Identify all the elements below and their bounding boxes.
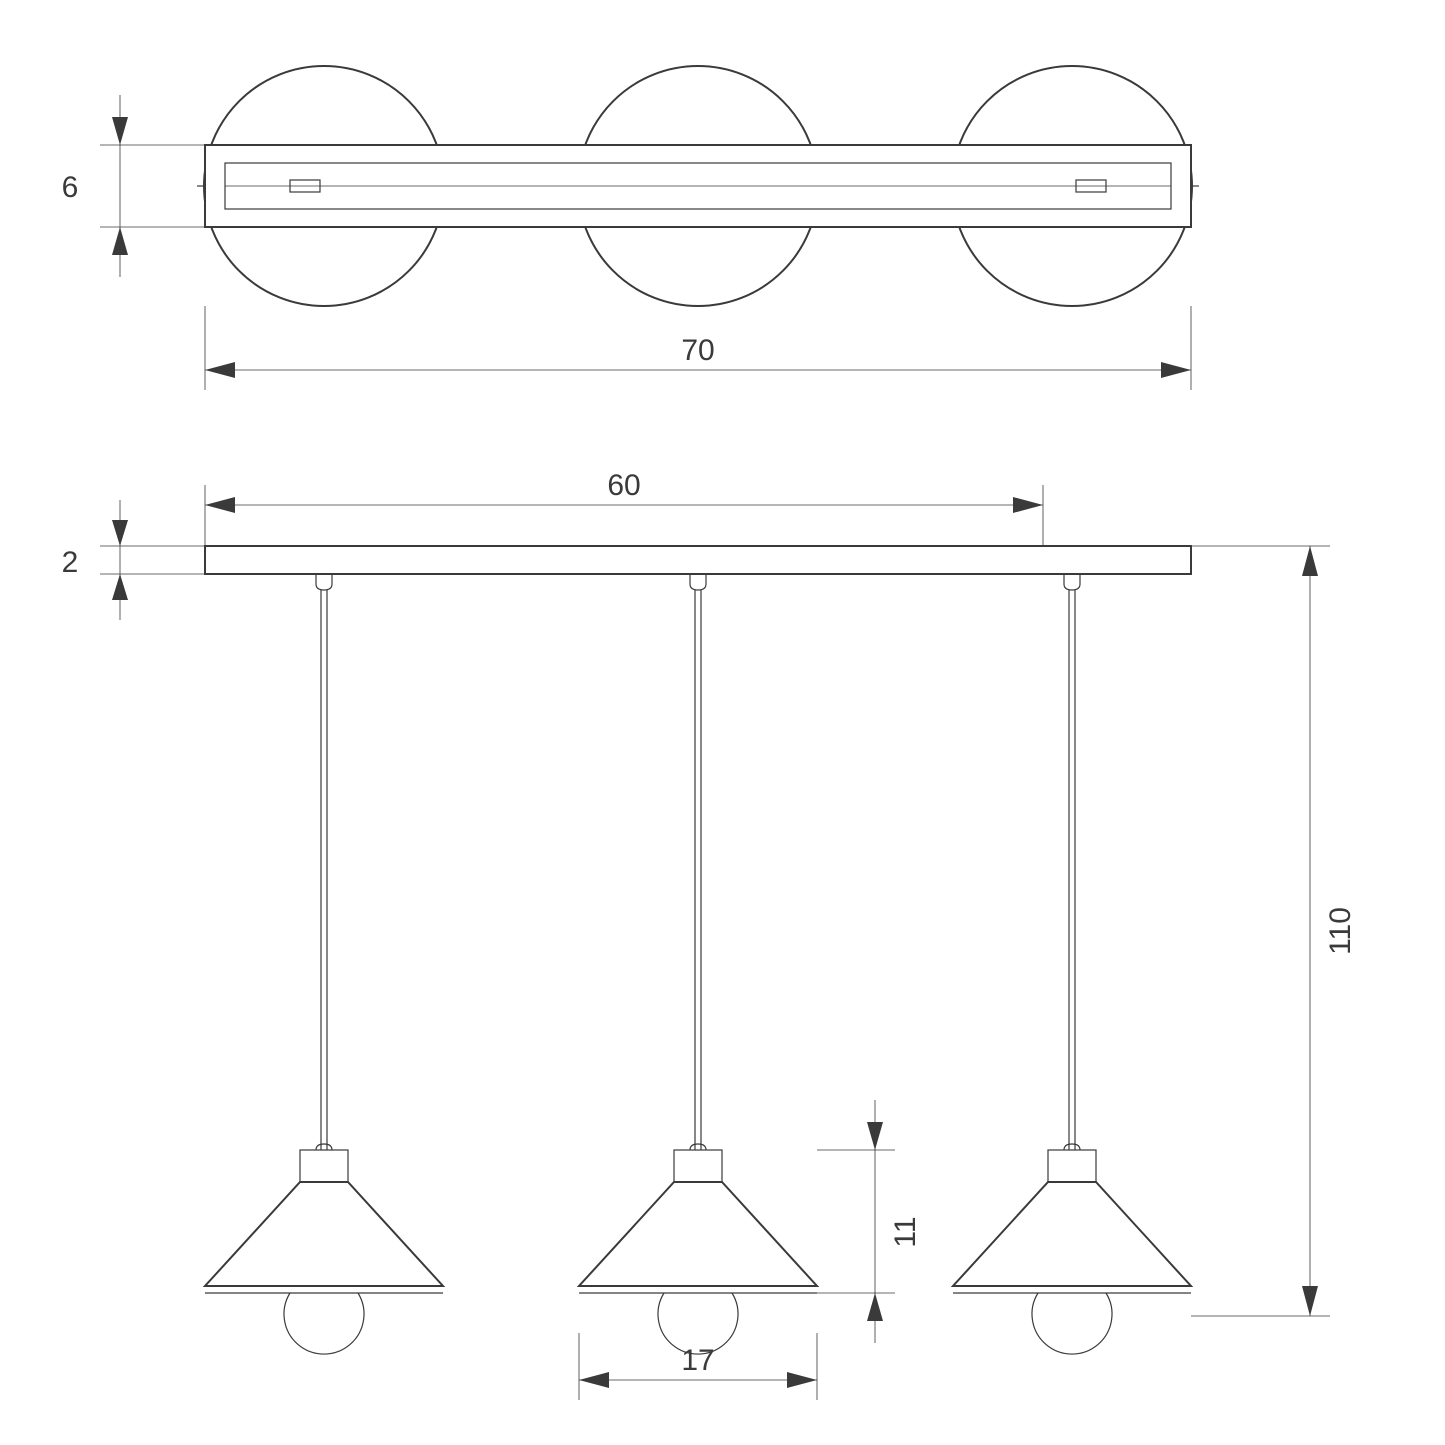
dim-60-label: 60 <box>607 469 640 502</box>
front-view <box>205 546 1191 1354</box>
dim-11-label: 11 <box>889 1216 922 1247</box>
pendant-3 <box>953 574 1191 1354</box>
technical-drawing: 6 70 <box>0 0 1445 1445</box>
dim-2-label: 2 <box>62 546 79 579</box>
pendant-2 <box>579 574 817 1354</box>
dimension-11: 11 <box>817 1100 922 1343</box>
dimension-6: 6 <box>62 95 205 277</box>
dimension-110: 110 <box>1191 546 1357 1316</box>
top-view <box>197 66 1199 306</box>
dimension-17: 17 <box>579 1333 817 1400</box>
pendant-1 <box>205 574 443 1354</box>
dim-6-label: 6 <box>62 171 79 204</box>
dim-17-label: 17 <box>681 1344 714 1377</box>
dim-110-label: 110 <box>1324 907 1357 955</box>
dimension-70: 70 <box>205 306 1191 390</box>
dimension-60: 60 <box>205 469 1043 546</box>
dimension-2: 2 <box>62 500 205 620</box>
dim-70-label: 70 <box>681 334 714 367</box>
